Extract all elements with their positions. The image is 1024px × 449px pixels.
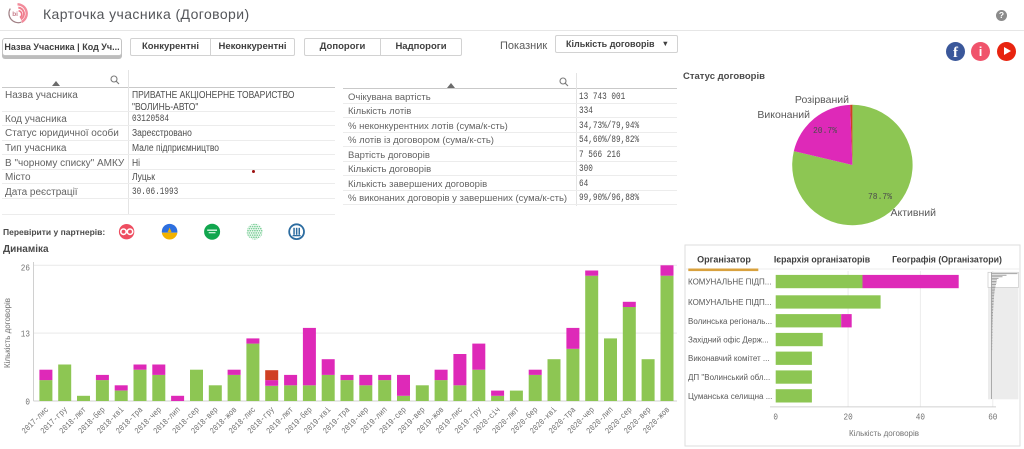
svg-text:Організатор: Організатор (697, 255, 751, 265)
svg-text:13: 13 (21, 330, 30, 340)
svg-text:40: 40 (916, 413, 925, 423)
svg-text:0: 0 (773, 413, 778, 423)
svg-text:20.7%: 20.7% (813, 125, 837, 136)
svg-text:20: 20 (844, 413, 853, 423)
svg-text:0: 0 (25, 398, 30, 408)
svg-text:КОМУНАЛЬНЕ ПІДП...: КОМУНАЛЬНЕ ПІДП... (688, 298, 771, 307)
svg-text:Активний: Активний (891, 207, 937, 219)
svg-text:bi: bi (12, 11, 18, 18)
svg-text:Виконаний: Виконаний (757, 109, 810, 121)
svg-text:Кількість договорів: Кількість договорів (3, 298, 12, 368)
svg-text:Розірваний: Розірваний (795, 94, 849, 106)
svg-text:Географія (Організатори): Географія (Організатори) (892, 255, 1002, 265)
svg-text:Волинська регіональ...: Волинська регіональ... (688, 317, 772, 326)
svg-text:Кількість договорів: Кількість договорів (849, 429, 919, 438)
svg-text:Ієрархія організаторів: Ієрархія організаторів (774, 255, 871, 265)
svg-text:КОМУНАЛЬНЕ ПІДП...: КОМУНАЛЬНЕ ПІДП... (688, 278, 771, 287)
svg-text:Виконавчий комітет ...: Виконавчий комітет ... (688, 354, 770, 363)
svg-text:Західний офіс Держ...: Західний офіс Держ... (688, 336, 769, 345)
svg-text:Цуманська селищна ...: Цуманська селищна ... (688, 392, 772, 401)
svg-text:60: 60 (988, 413, 997, 423)
svg-text:78.7%: 78.7% (868, 191, 892, 202)
svg-text:ДП "Волинський обл...: ДП "Волинський обл... (688, 373, 770, 382)
svg-text:26: 26 (21, 264, 30, 274)
